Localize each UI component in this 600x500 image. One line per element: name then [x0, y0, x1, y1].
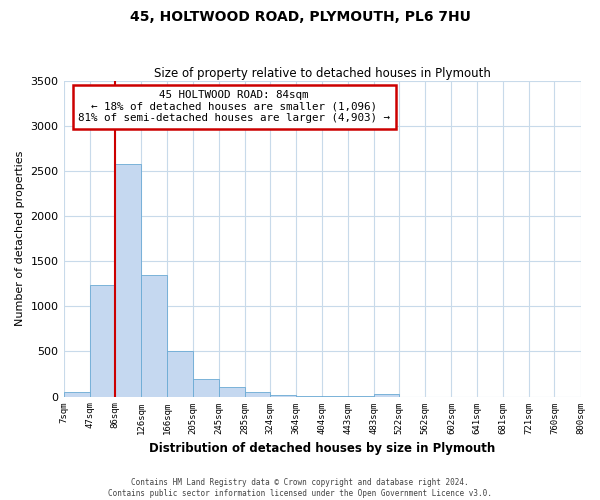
Bar [270, 395, 296, 396]
X-axis label: Distribution of detached houses by size in Plymouth: Distribution of detached houses by size … [149, 442, 495, 455]
Bar [64, 392, 89, 396]
Text: 45, HOLTWOOD ROAD, PLYMOUTH, PL6 7HU: 45, HOLTWOOD ROAD, PLYMOUTH, PL6 7HU [130, 10, 470, 24]
Bar [89, 284, 115, 397]
Bar [141, 274, 167, 396]
Y-axis label: Number of detached properties: Number of detached properties [15, 151, 25, 326]
Bar [115, 164, 141, 396]
Bar [374, 394, 399, 396]
Bar [193, 378, 218, 396]
Bar [245, 392, 270, 396]
Text: Contains HM Land Registry data © Crown copyright and database right 2024.
Contai: Contains HM Land Registry data © Crown c… [108, 478, 492, 498]
Title: Size of property relative to detached houses in Plymouth: Size of property relative to detached ho… [154, 66, 490, 80]
Text: 45 HOLTWOOD ROAD: 84sqm
← 18% of detached houses are smaller (1,096)
81% of semi: 45 HOLTWOOD ROAD: 84sqm ← 18% of detache… [78, 90, 390, 124]
Bar [167, 352, 193, 397]
Bar [218, 386, 245, 396]
